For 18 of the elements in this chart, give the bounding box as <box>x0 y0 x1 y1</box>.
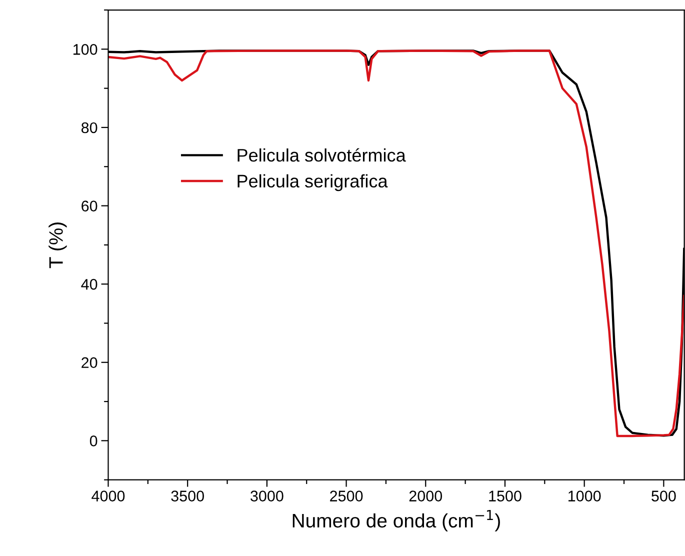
y-tick-label: 80 <box>81 122 98 134</box>
x-tick-label: 3500 <box>171 490 204 502</box>
x-tick-label: 500 <box>652 490 676 502</box>
legend-label: Pelicula solvotérmica <box>238 148 406 162</box>
x-tick-label: 1000 <box>568 490 601 502</box>
x-tick-label: 4000 <box>92 490 125 502</box>
y-tick-label: 40 <box>81 278 98 290</box>
x-axis-title: Numero de onda (cm$^{−1}$) <box>292 510 500 532</box>
y-tick-label: 60 <box>82 200 98 212</box>
y-tick-label: 0 <box>90 436 98 446</box>
x-tick-label: 3000 <box>250 490 284 502</box>
x-tick-label: 1500 <box>489 490 522 502</box>
x-tick-label: 2000 <box>409 490 442 502</box>
y-tick-label: 100 <box>73 44 98 55</box>
x-tick-label: 2500 <box>330 490 363 502</box>
y-axis-title: T (%) <box>48 222 67 268</box>
y-tick-label: 20 <box>82 357 98 368</box>
legend-label: Pelicula serigrafica <box>238 174 388 192</box>
